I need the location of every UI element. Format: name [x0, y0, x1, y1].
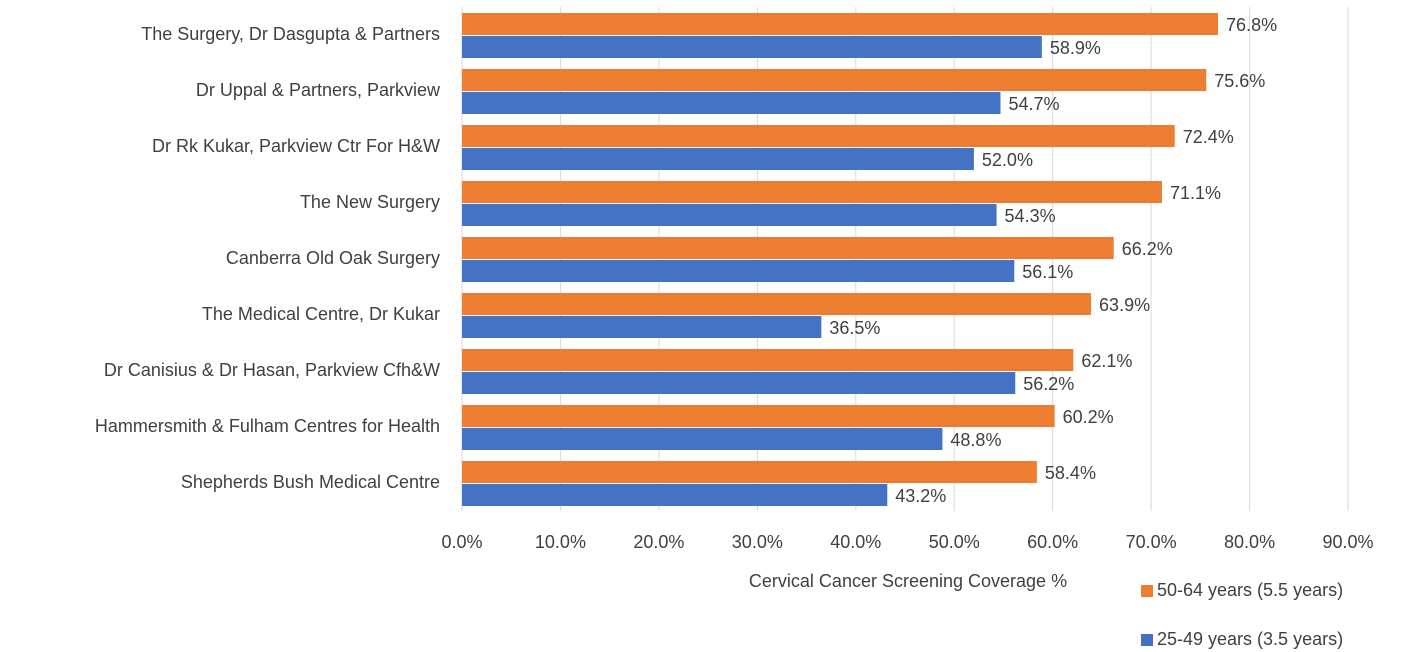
data-label: 56.2% — [1023, 374, 1074, 394]
y-tick-label: Canberra Old Oak Surgery — [226, 248, 440, 268]
bar — [462, 349, 1074, 371]
y-tick-label: Dr Canisius & Dr Hasan, Parkview Cfh&W — [104, 360, 440, 380]
data-label: 58.4% — [1045, 463, 1096, 483]
bar — [462, 13, 1219, 35]
bar — [462, 181, 1162, 203]
x-tick-label: 0.0% — [441, 532, 482, 552]
bar — [462, 461, 1037, 483]
legend-swatch — [1141, 634, 1153, 646]
bar — [462, 316, 822, 338]
y-tick-label: The New Surgery — [300, 192, 440, 212]
bar — [462, 405, 1055, 427]
legend-label: 25-49 years (3.5 years) — [1157, 629, 1343, 649]
y-tick-label: Dr Rk Kukar, Parkview Ctr For H&W — [152, 136, 440, 156]
data-label: 60.2% — [1063, 407, 1114, 427]
x-tick-label: 40.0% — [830, 532, 881, 552]
x-tick-label: 20.0% — [633, 532, 684, 552]
y-tick-label: Hammersmith & Fulham Centres for Health — [95, 416, 440, 436]
bar — [462, 148, 974, 170]
bar — [462, 260, 1015, 282]
data-label: 75.6% — [1214, 71, 1265, 91]
data-label: 52.0% — [982, 150, 1033, 170]
x-axis-title: Cervical Cancer Screening Coverage % — [749, 571, 1067, 591]
x-tick-label: 10.0% — [535, 532, 586, 552]
data-label: 66.2% — [1122, 239, 1173, 259]
legend-swatch — [1141, 585, 1153, 597]
x-tick-label: 50.0% — [929, 532, 980, 552]
data-label: 62.1% — [1081, 351, 1132, 371]
data-label: 48.8% — [950, 430, 1001, 450]
x-tick-label: 80.0% — [1224, 532, 1275, 552]
y-tick-label: The Medical Centre, Dr Kukar — [202, 304, 440, 324]
bar — [462, 204, 997, 226]
data-label: 63.9% — [1099, 295, 1150, 315]
bar — [462, 69, 1207, 91]
data-label: 54.3% — [1005, 206, 1056, 226]
x-tick-label: 60.0% — [1027, 532, 1078, 552]
x-tick-label: 30.0% — [732, 532, 783, 552]
x-tick-label: 90.0% — [1322, 532, 1373, 552]
bar — [462, 484, 888, 506]
data-label: 76.8% — [1226, 15, 1277, 35]
data-label: 43.2% — [895, 486, 946, 506]
y-tick-label: Shepherds Bush Medical Centre — [181, 472, 440, 492]
bar — [462, 92, 1001, 114]
legend-label: 50-64 years (5.5 years) — [1157, 580, 1343, 600]
bar — [462, 293, 1092, 315]
data-label: 58.9% — [1050, 38, 1101, 58]
y-tick-label: The Surgery, Dr Dasgupta & Partners — [141, 24, 440, 44]
bar — [462, 125, 1175, 147]
bar — [462, 237, 1114, 259]
bar — [462, 428, 943, 450]
bar — [462, 36, 1042, 58]
y-tick-label: Dr Uppal & Partners, Parkview — [196, 80, 441, 100]
data-label: 71.1% — [1170, 183, 1221, 203]
bar — [462, 372, 1016, 394]
x-tick-label: 70.0% — [1126, 532, 1177, 552]
data-label: 54.7% — [1008, 94, 1059, 114]
data-label: 56.1% — [1022, 262, 1073, 282]
data-label: 72.4% — [1183, 127, 1234, 147]
data-label: 36.5% — [829, 318, 880, 338]
